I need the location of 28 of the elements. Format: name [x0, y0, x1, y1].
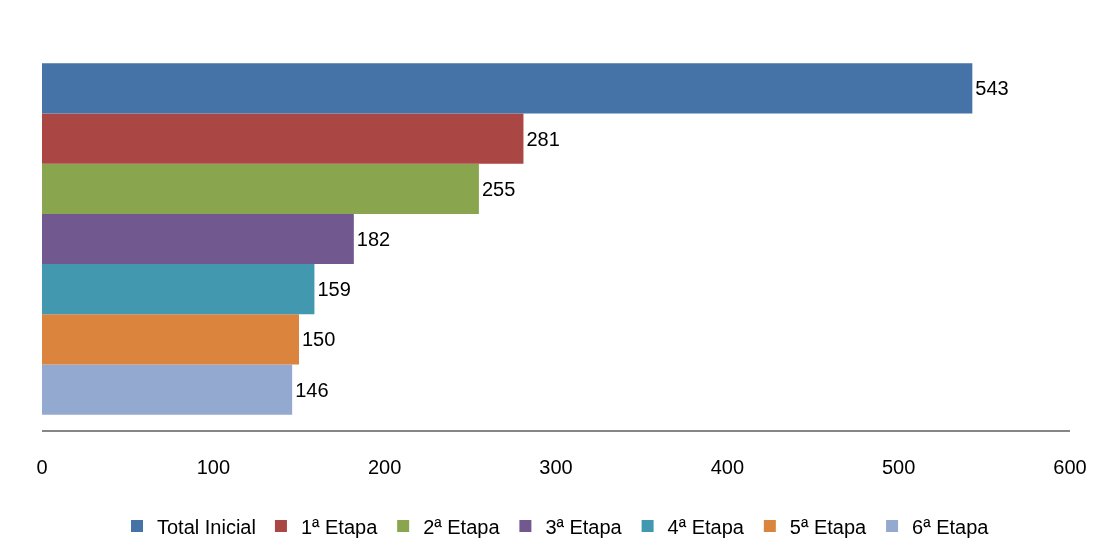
data-label: 543	[975, 77, 1009, 100]
legend-label: 4ª Etapa	[667, 515, 745, 538]
x-tick-label: 0	[36, 455, 48, 478]
data-label: 146	[295, 378, 329, 401]
data-label: 150	[302, 328, 336, 351]
data-label: 182	[356, 228, 391, 250]
x-tick-label: 600	[1053, 455, 1087, 478]
legend-label: 1ª Etapa	[300, 515, 379, 538]
data-label: 159	[317, 278, 351, 301]
legend-label: 6ª Etapa	[912, 515, 990, 538]
bar	[42, 314, 299, 365]
x-tick-label: 500	[881, 455, 916, 478]
legend-label: 5ª Etapa	[789, 515, 868, 538]
x-tick-label: 300	[539, 455, 573, 478]
data-label: 255	[481, 177, 516, 200]
bar	[42, 364, 293, 415]
legend-label: Total Inicial	[157, 515, 256, 538]
legend-label: 3ª Etapa	[545, 515, 623, 538]
bar	[42, 213, 354, 265]
x-tick-label: 200	[367, 455, 402, 478]
bar	[42, 163, 479, 214]
bar	[42, 63, 973, 114]
x-tick-label: 100	[196, 455, 231, 478]
x-tick-label: 400	[710, 455, 745, 478]
bar	[42, 264, 315, 315]
bar	[42, 113, 524, 164]
legend-label: 2ª Etapa	[423, 515, 501, 538]
data-label: 281	[526, 127, 560, 150]
